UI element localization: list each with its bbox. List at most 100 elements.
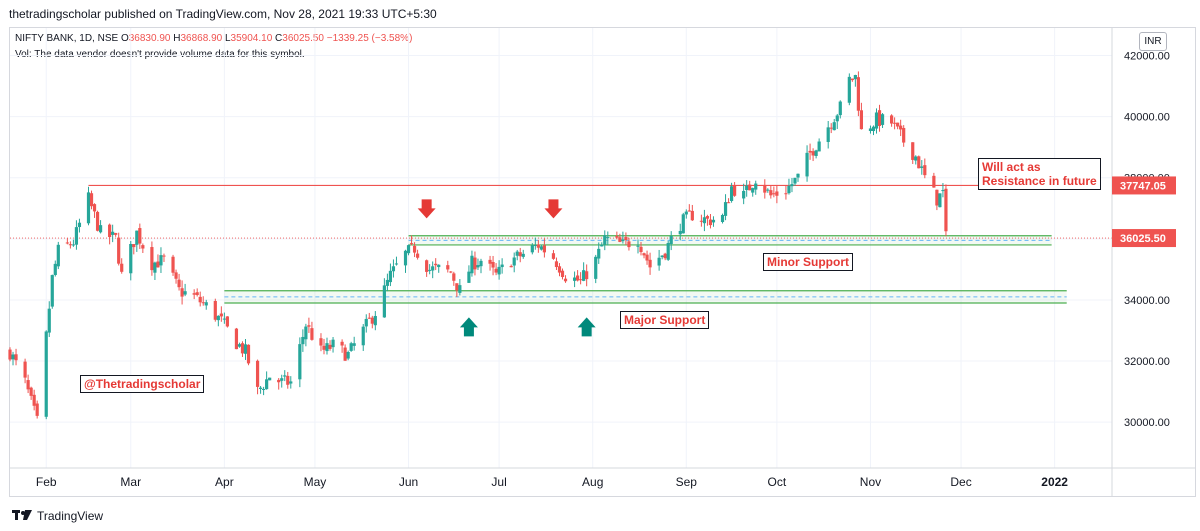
candle-body: [853, 75, 857, 80]
candle-body: [914, 156, 918, 161]
candle: [174, 269, 178, 284]
candle: [23, 358, 27, 384]
candle-body: [539, 246, 543, 250]
candle-body: [343, 347, 347, 361]
price-label-bg: [1112, 176, 1176, 195]
candle-body: [784, 193, 788, 195]
candle: [156, 254, 160, 268]
candle: [512, 252, 516, 273]
candle: [431, 261, 435, 279]
candle-body: [56, 244, 60, 267]
candle-body: [319, 338, 323, 346]
candle-body: [494, 268, 498, 273]
candle-body: [277, 379, 281, 383]
candle: [467, 265, 471, 283]
candle: [935, 189, 939, 211]
candle: [551, 250, 556, 260]
candle: [624, 232, 628, 245]
candle-body: [817, 141, 821, 152]
candle-body: [775, 191, 779, 196]
candle-body: [437, 264, 441, 268]
currency-button[interactable]: INR: [1139, 32, 1167, 51]
candle-body: [262, 389, 266, 391]
candle-body: [234, 328, 239, 350]
candle: [832, 118, 836, 131]
candle-body: [850, 78, 854, 81]
candle-body: [268, 377, 272, 381]
candle-body: [174, 272, 178, 279]
candle-body: [473, 257, 477, 270]
candle-body: [509, 266, 513, 268]
candle-body: [283, 375, 287, 377]
candle-body: [533, 245, 537, 247]
candle-body: [406, 245, 411, 254]
candle: [606, 231, 610, 246]
candle: [394, 256, 399, 266]
x-tick-label: Aug: [582, 475, 603, 489]
candle: [871, 125, 876, 136]
candle: [678, 223, 682, 241]
candle: [515, 249, 519, 261]
candle: [687, 204, 691, 212]
candle: [455, 283, 459, 298]
candle-body: [705, 216, 710, 219]
candle: [745, 180, 749, 197]
candle: [385, 273, 389, 292]
candle-body: [388, 270, 393, 283]
candle-body: [582, 270, 586, 281]
candle: [579, 272, 583, 285]
x-tick-label: Dec: [950, 475, 971, 489]
candle: [434, 258, 438, 271]
candle-body: [536, 244, 540, 248]
candle: [159, 247, 163, 273]
candle: [893, 117, 897, 130]
candle: [542, 238, 546, 258]
candle-body: [222, 318, 226, 320]
candle-body: [579, 279, 583, 281]
x-tick-label: Jul: [491, 475, 506, 489]
candle-body: [890, 115, 894, 124]
candle: [896, 122, 900, 130]
candle-body: [488, 259, 492, 264]
candle: [449, 270, 453, 274]
candle: [243, 338, 248, 360]
candle: [114, 232, 118, 237]
close-label: C: [275, 33, 283, 44]
candle: [899, 119, 903, 137]
candle-body: [826, 127, 830, 142]
candle: [68, 241, 72, 249]
candle: [361, 324, 365, 351]
candle-body: [932, 175, 936, 188]
candle: [763, 179, 767, 199]
candle-body: [769, 190, 773, 196]
symbol-legend: NIFTY BANK, 1D, NSE O36830.90 H36868.90 …: [15, 33, 412, 44]
candle-body: [796, 173, 800, 178]
candle: [35, 400, 39, 419]
candle: [742, 183, 746, 205]
candle-body: [811, 151, 815, 156]
candle: [829, 123, 833, 134]
candle: [32, 389, 36, 411]
candle: [751, 187, 755, 197]
volume-note: Vol: The data vendor doesn't provide vol…: [15, 49, 305, 60]
candle-body: [331, 339, 335, 348]
candle: [530, 243, 534, 255]
candle-body: [572, 277, 577, 281]
candle: [911, 142, 915, 165]
tradingview-logo-icon: [12, 510, 32, 520]
candle-body: [364, 318, 368, 327]
candle-body: [310, 328, 314, 340]
candle: [204, 299, 208, 310]
change-value: −1339.25 (−3.58%): [326, 33, 413, 44]
candle-body: [47, 308, 51, 333]
candle-body: [213, 300, 217, 320]
candle-body: [171, 256, 175, 273]
candle: [787, 178, 791, 195]
candle-body: [349, 343, 353, 351]
candle: [177, 273, 181, 291]
candle: [216, 315, 220, 327]
candle: [521, 249, 525, 259]
candle: [258, 385, 263, 394]
candle: [328, 340, 332, 351]
